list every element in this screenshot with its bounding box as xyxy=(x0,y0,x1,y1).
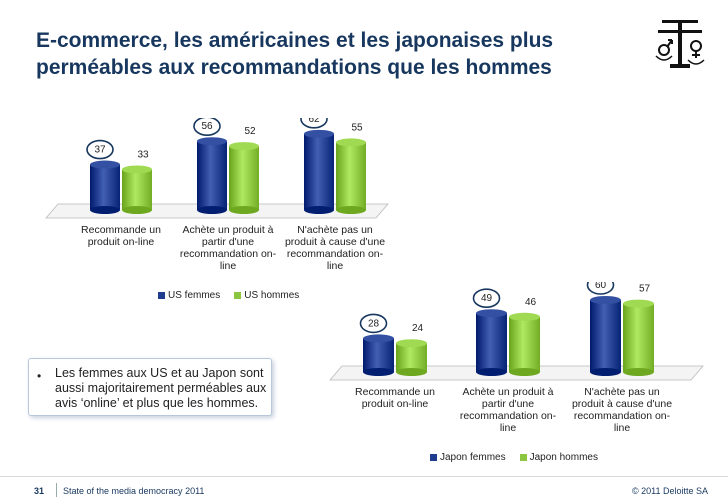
legend-label: Japon hommes xyxy=(529,452,598,463)
bar-japon-hommes-1 xyxy=(509,312,540,376)
category-label: N'achète pas un produit à cause d'une reco… xyxy=(571,386,673,434)
bar-japon-femmes-0 xyxy=(363,334,394,376)
legend-swatch xyxy=(234,292,242,299)
gender-scale-icon xyxy=(652,14,708,74)
legend-item: Japon femmes xyxy=(430,452,506,463)
value-highlight-circle xyxy=(86,139,114,160)
legend-swatch xyxy=(158,292,165,299)
legend-swatch xyxy=(430,454,437,461)
data-label: 55 xyxy=(351,122,363,133)
bar-japon-femmes-2 xyxy=(590,296,621,376)
callout-text: Les femmes aux US et au Japon sont aussi… xyxy=(55,366,267,410)
footer-title: State of the media democracy 2011 xyxy=(63,486,205,496)
page-number: 31 xyxy=(34,486,45,496)
category-label: Achète un produit à partir d'une recommand… xyxy=(179,224,277,272)
data-label: 57 xyxy=(639,284,651,295)
bar-us-hommes-1 xyxy=(229,142,259,214)
japan-chart: 28 24 49 46 60 57 Recommande un produit on-line… xyxy=(318,282,718,472)
footer: 31 State of the media democracy 2011 © 2… xyxy=(0,476,728,504)
value-highlight-circle xyxy=(586,282,615,295)
legend-label: Japon femmes xyxy=(440,452,506,463)
title-line-2: perméables aux recommandations que les h… xyxy=(36,56,552,79)
callout-box: • Les femmes aux US et au Japon sont aus… xyxy=(28,358,272,416)
us-chart: 37 33 56 52 62 55 Recommande un produit on-line… xyxy=(40,118,400,318)
data-label: 46 xyxy=(525,297,537,308)
data-label: 28 xyxy=(368,318,380,329)
callout-bullet: • xyxy=(37,369,42,383)
chart-svg: 28 24 49 46 60 57 xyxy=(329,282,704,381)
footer-separator xyxy=(56,483,57,497)
title-line-1: E-commerce, les américaines et les japon… xyxy=(36,29,554,52)
data-label: 62 xyxy=(308,118,320,125)
legend-item: US hommes xyxy=(234,290,299,301)
chart-legend: Japon femmes Japon hommes xyxy=(430,452,598,463)
value-highlight-circle xyxy=(359,313,388,334)
data-label: 60 xyxy=(595,282,607,291)
data-label: 24 xyxy=(412,323,424,334)
category-label: N'achète pas un produit à cause d'une reco… xyxy=(284,224,386,272)
category-label: Recommande un produit on-line xyxy=(355,386,435,410)
legend-swatch xyxy=(519,454,527,461)
data-label: 49 xyxy=(481,293,493,304)
data-label: 37 xyxy=(94,145,106,156)
page-title: E-commerce, les américaines et les japon… xyxy=(36,27,616,81)
chart-svg: 37 33 56 52 62 55 xyxy=(45,118,389,219)
bar-us-femmes-2 xyxy=(304,129,334,214)
bar-us-femmes-1 xyxy=(197,137,227,214)
data-label: 33 xyxy=(137,149,149,160)
legend-label: US hommes xyxy=(244,290,300,301)
data-label: 52 xyxy=(244,126,256,137)
value-highlight-circle xyxy=(193,118,221,136)
bar-japon-hommes-2 xyxy=(623,299,654,376)
copyright: © 2011 Deloitte SA xyxy=(631,486,708,496)
data-label: 56 xyxy=(201,121,213,132)
bar-us-femmes-0 xyxy=(90,160,120,214)
legend-label: US femmes xyxy=(168,290,221,301)
category-label: Achète un produit à partir d'une recommand… xyxy=(459,386,557,434)
value-highlight-circle xyxy=(472,288,501,309)
legend-item: Japon hommes xyxy=(519,452,598,463)
legend-item: US femmes xyxy=(158,290,220,301)
category-label: Recommande un produit on-line xyxy=(81,224,161,248)
bar-us-hommes-2 xyxy=(336,138,366,214)
chart-legend: US femmes US hommes xyxy=(158,290,299,301)
value-highlight-circle xyxy=(300,118,328,129)
bar-japon-hommes-0 xyxy=(396,339,427,376)
bar-us-hommes-0 xyxy=(122,165,152,214)
bar-japon-femmes-1 xyxy=(476,309,507,376)
